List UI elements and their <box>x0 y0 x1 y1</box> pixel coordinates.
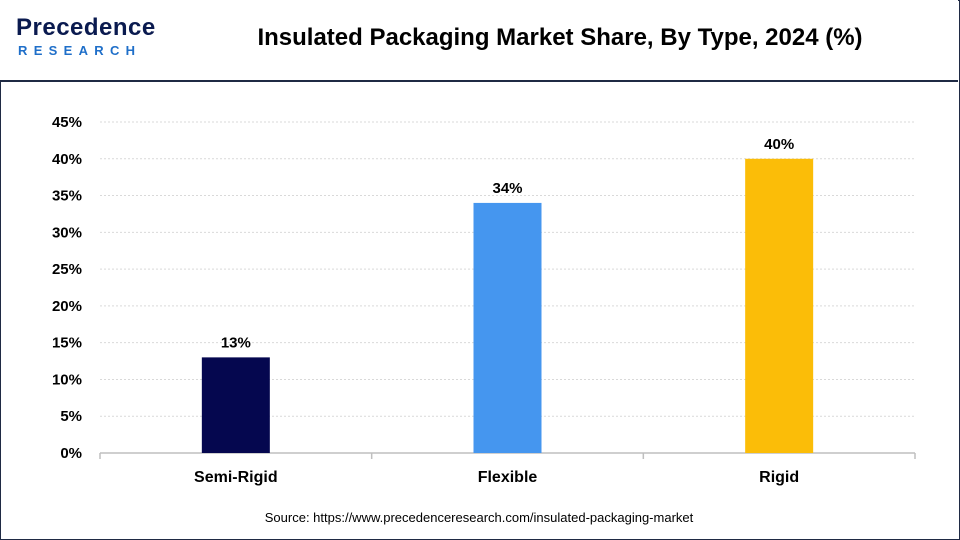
bar-flexible <box>473 202 542 453</box>
bar-value-label: 13% <box>221 334 251 351</box>
bar-semi-rigid <box>201 357 270 453</box>
y-tick-label: 20% <box>52 298 82 315</box>
logo-wordmark: Precedence <box>16 14 156 41</box>
precedence-research-logo: Precedence RESEARCH <box>16 14 166 64</box>
x-tick-labels: Semi-Rigid Flexible Rigid <box>194 469 799 486</box>
x-tick-label: Semi-Rigid <box>194 469 278 486</box>
axes <box>99 452 916 459</box>
data-labels: 13% 34% 40% <box>221 136 794 352</box>
y-tick-label: 40% <box>52 151 82 168</box>
y-tick-label: 45% <box>52 114 82 131</box>
bar-value-label: 34% <box>492 180 522 197</box>
bar-value-label: 40% <box>764 136 794 153</box>
y-tick-label: 5% <box>60 408 82 425</box>
y-tick-label: 25% <box>52 261 82 278</box>
source-note: Source: https://www.precedenceresearch.c… <box>264 510 694 525</box>
y-tick-label: 0% <box>60 445 82 462</box>
y-tick-labels: 0% 5% 10% 15% 20% 25% 30% 35% 40% 45% <box>52 114 82 462</box>
logo-subtext: RESEARCH <box>18 43 142 58</box>
bars <box>201 158 814 453</box>
x-tick-label: Flexible <box>478 469 538 486</box>
chart-title: Insulated Packaging Market Share, By Typ… <box>257 24 863 51</box>
y-tick-label: 10% <box>52 371 82 388</box>
y-tick-label: 15% <box>52 335 82 352</box>
x-tick-label: Rigid <box>759 469 799 486</box>
header-bar: Precedence RESEARCH Insulated Packaging … <box>0 0 958 82</box>
y-tick-label: 35% <box>52 188 82 205</box>
y-tick-label: 30% <box>52 224 82 241</box>
bar-rigid <box>745 158 814 453</box>
